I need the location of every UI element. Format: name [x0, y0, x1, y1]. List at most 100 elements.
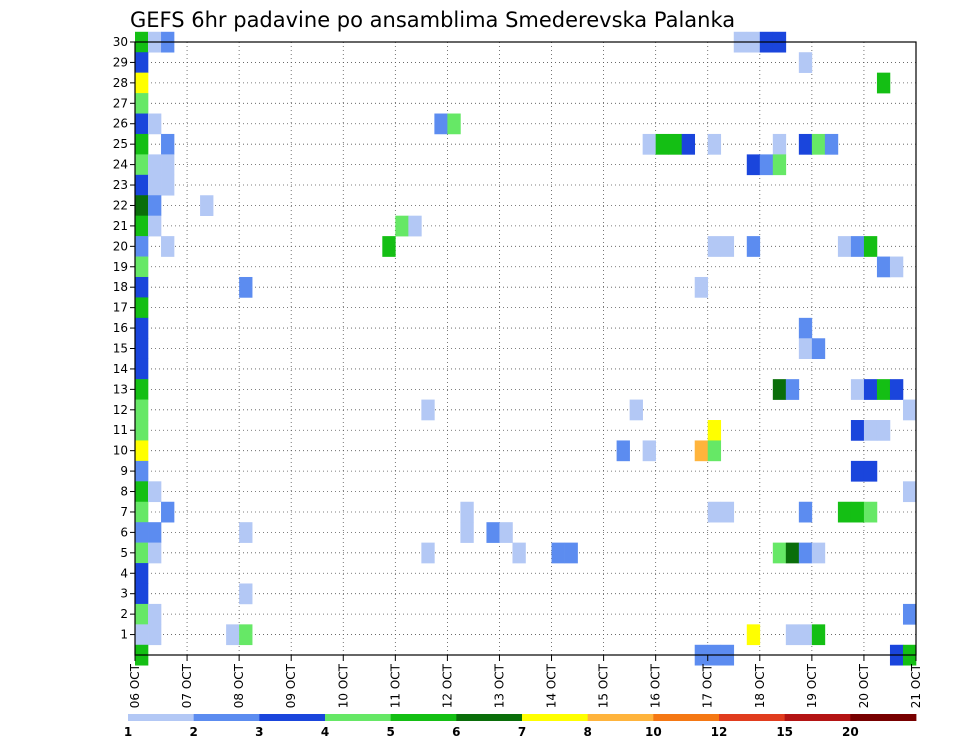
y-tick-label: 24 [113, 158, 128, 172]
heatmap-cell [395, 216, 408, 237]
heatmap-cell [747, 154, 760, 175]
colorbar-swatch [194, 714, 260, 721]
colorbar-label: 15 [776, 725, 793, 739]
heatmap-cell [148, 624, 161, 645]
heatmap-cell [812, 543, 825, 564]
heatmap-cell [890, 379, 903, 400]
heatmap-cell [148, 481, 161, 502]
heatmap-cell [877, 379, 890, 400]
heatmap-cell [408, 216, 421, 237]
heatmap-cell [135, 502, 148, 523]
heatmap-cell [864, 236, 877, 257]
heatmap-cell [135, 359, 148, 380]
y-tick-label: 14 [113, 362, 128, 376]
heatmap-cell [135, 297, 148, 318]
colorbar-swatch [719, 714, 785, 721]
x-tick-label: 10 OCT [336, 663, 350, 708]
heatmap-cell [630, 400, 643, 421]
heatmap-cell [890, 257, 903, 278]
heatmap-cell [708, 502, 721, 523]
heatmap-cell [135, 563, 148, 584]
colorbar-swatch [522, 714, 588, 721]
heatmap-cell [682, 134, 695, 155]
heatmap-cell [460, 522, 473, 543]
colorbar-label: 7 [518, 725, 526, 739]
heatmap-cell [799, 502, 812, 523]
heatmap-cell [903, 400, 916, 421]
y-tick-label: 30 [113, 35, 128, 49]
heatmap-cell [695, 440, 708, 461]
heatmap-cell [864, 502, 877, 523]
y-tick-label: 17 [113, 301, 128, 315]
heatmap-cell [135, 420, 148, 441]
heatmap-cell [135, 277, 148, 298]
y-tick-label: 21 [113, 219, 128, 233]
x-tick-label: 21 OCT [909, 663, 923, 708]
colorbar-label: 12 [711, 725, 728, 739]
x-tick-label: 06 OCT [128, 663, 142, 708]
y-tick-label: 4 [120, 566, 128, 580]
x-tick-label: 16 OCT [649, 663, 663, 708]
heatmap-cell [786, 624, 799, 645]
heatmap-cell [760, 154, 773, 175]
heatmap-cell [565, 543, 578, 564]
x-tick-label: 15 OCT [597, 663, 611, 708]
colorbar-swatch [588, 714, 654, 721]
heatmap-cell [799, 318, 812, 339]
heatmap-cell [721, 502, 734, 523]
heatmap-cell [773, 379, 786, 400]
heatmap-cell [161, 134, 174, 155]
heatmap-cell [656, 134, 669, 155]
heatmap-cell [148, 195, 161, 216]
y-tick-label: 16 [113, 321, 128, 335]
heatmap-cell [460, 502, 473, 523]
x-tick-label: 09 OCT [284, 663, 298, 708]
heatmap-cell [643, 134, 656, 155]
heatmap-cell [851, 379, 864, 400]
y-tick-label: 26 [113, 117, 128, 131]
heatmap-cell [421, 543, 434, 564]
heatmap-cell [161, 154, 174, 175]
y-tick-label: 2 [120, 607, 128, 621]
heatmap-cell [135, 522, 148, 543]
heatmap-cell [135, 583, 148, 604]
x-tick-label: 13 OCT [492, 663, 506, 708]
x-tick-label: 14 OCT [545, 663, 559, 708]
heatmap-cell [499, 522, 512, 543]
heatmap-cell [799, 624, 812, 645]
heatmap-cell [825, 134, 838, 155]
heatmap-cell [786, 379, 799, 400]
precipitation-chart: GEFS 6hr padavine po ansamblima Smederev… [0, 0, 960, 742]
heatmap-cell [135, 318, 148, 339]
colorbar-label: 5 [386, 725, 394, 739]
heatmap-cell [161, 236, 174, 257]
colorbar-swatch [785, 714, 851, 721]
heatmap-cell [851, 420, 864, 441]
heatmap-cell [239, 277, 252, 298]
heatmap-cell [135, 461, 148, 482]
heatmap-cell [799, 134, 812, 155]
y-tick-label: 11 [113, 423, 128, 437]
y-tick-label: 6 [120, 525, 128, 539]
y-tick-label: 3 [120, 587, 128, 601]
heatmap-cell [135, 257, 148, 278]
heatmap-cell [135, 134, 148, 155]
heatmap-cell [643, 440, 656, 461]
heatmap-cell [148, 114, 161, 135]
heatmap-cell [864, 379, 877, 400]
x-tick-label: 18 OCT [753, 663, 767, 708]
colorbar-swatch [653, 714, 719, 721]
colorbar-swatch [128, 714, 194, 721]
heatmap-cell [135, 379, 148, 400]
y-tick-label: 9 [120, 464, 128, 478]
heatmap-cell [851, 502, 864, 523]
heatmap-cell [799, 52, 812, 73]
colorbar-swatch [259, 714, 325, 721]
heatmap-cell [434, 114, 447, 135]
heatmap-cell [695, 277, 708, 298]
y-tick-label: 20 [113, 239, 128, 253]
colorbar-label: 20 [842, 725, 859, 739]
heatmap-cell [747, 236, 760, 257]
colorbar-label: 1 [124, 725, 132, 739]
heatmap-cell [812, 624, 825, 645]
